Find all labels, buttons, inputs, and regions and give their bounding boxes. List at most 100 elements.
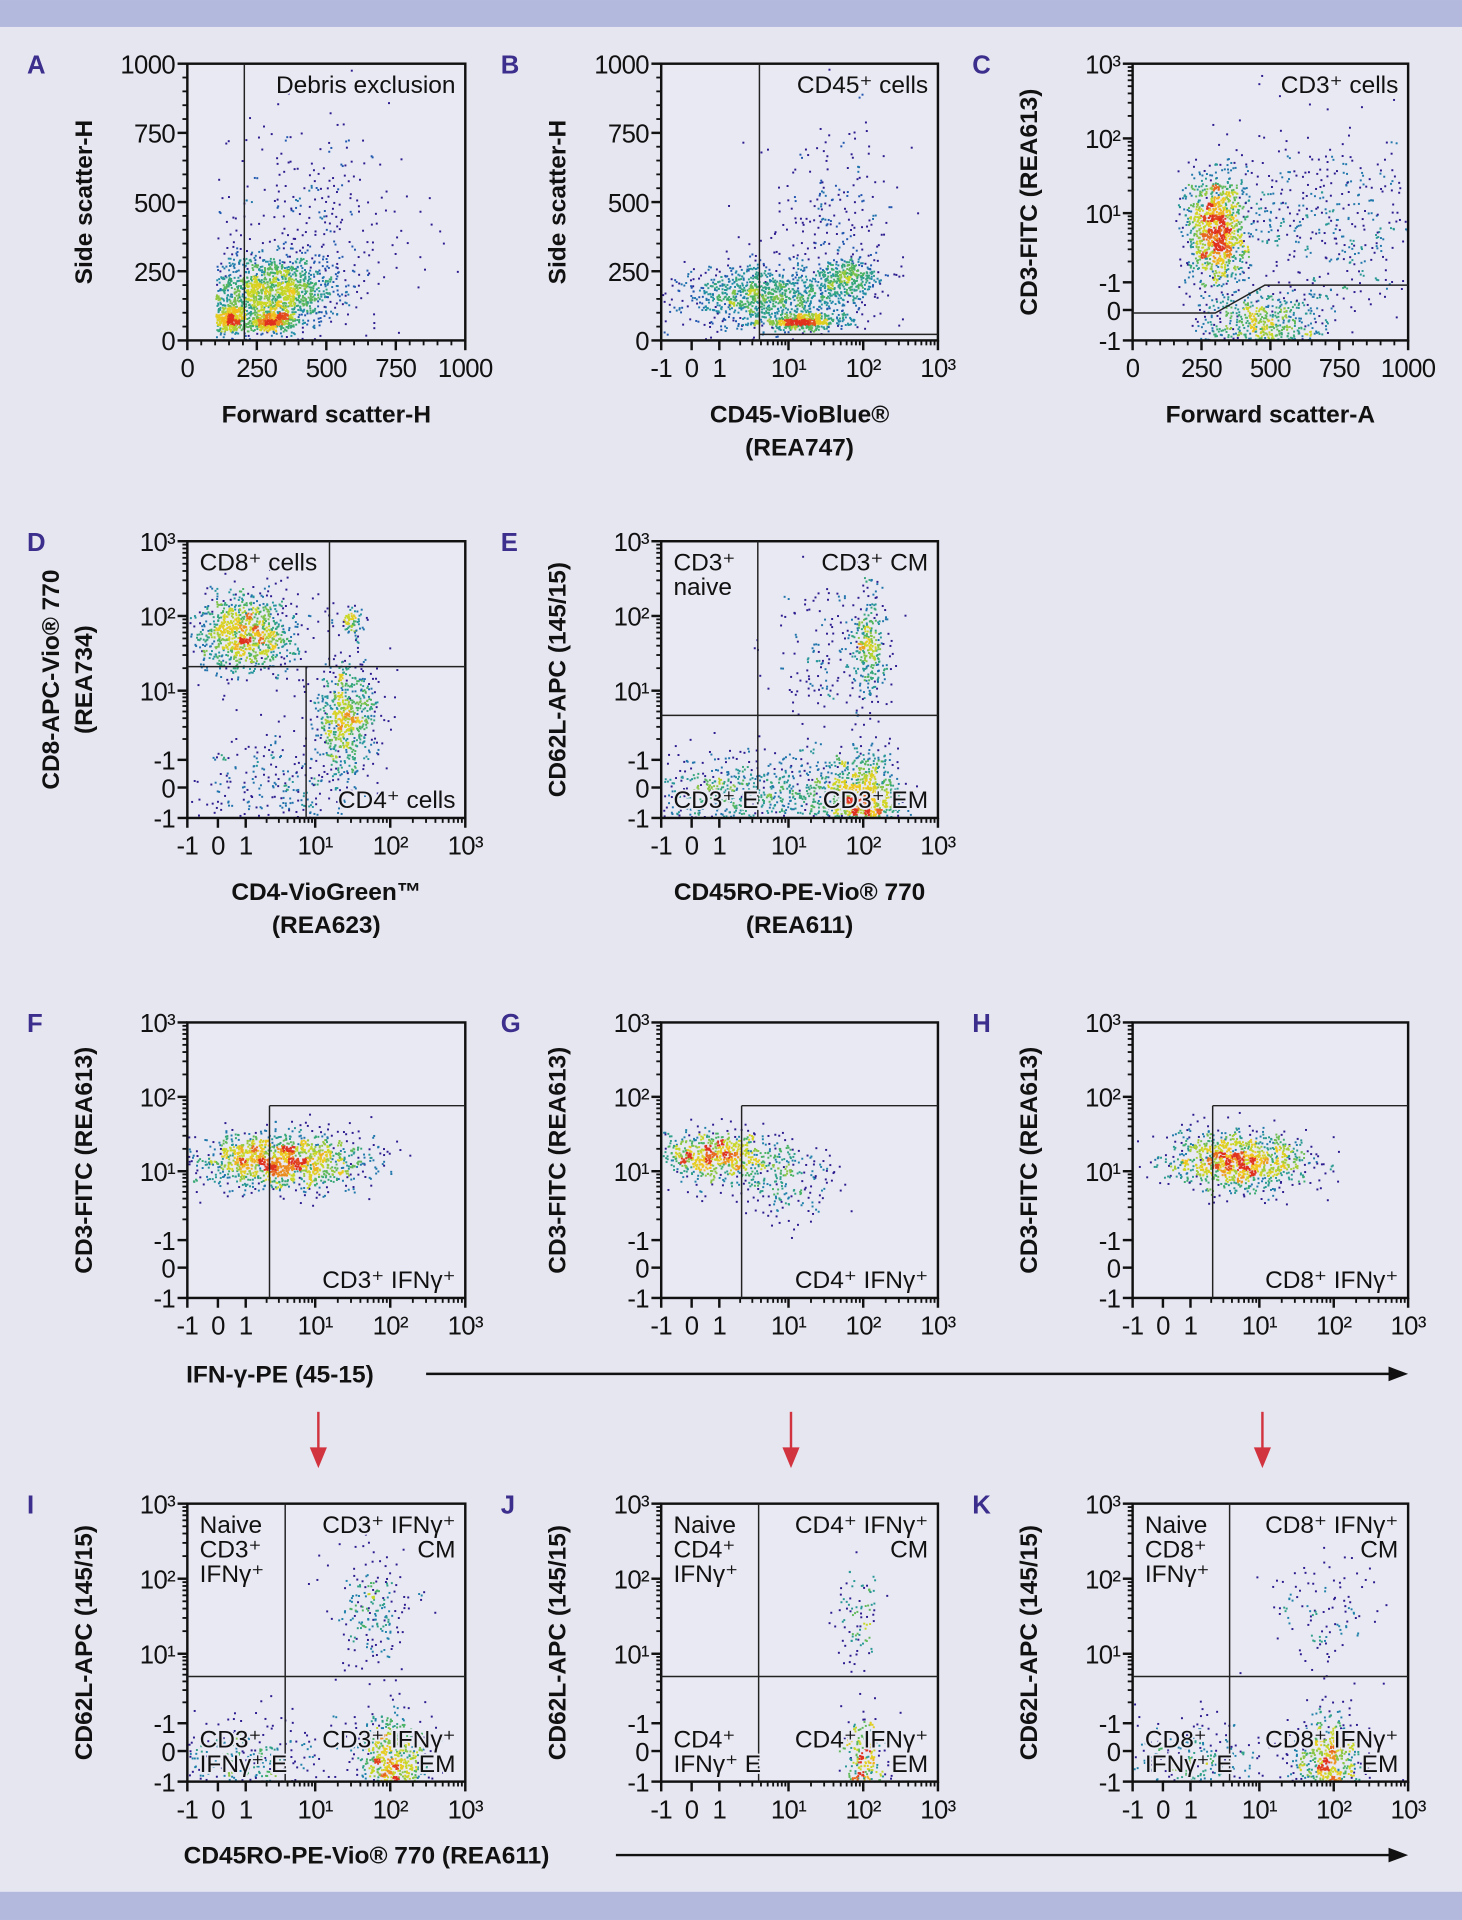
- data-point: [869, 271, 872, 274]
- data-point: [734, 299, 737, 302]
- data-point: [1192, 262, 1195, 265]
- data-point: [258, 286, 261, 289]
- data-point: [792, 323, 795, 326]
- data-point: [341, 218, 344, 221]
- data-point: [1177, 170, 1180, 173]
- data-point: [845, 281, 848, 284]
- data-point: [723, 296, 726, 299]
- data-point: [797, 279, 800, 282]
- data-point: [216, 283, 219, 286]
- data-point: [280, 289, 283, 292]
- data-point: [251, 304, 254, 307]
- data-point: [790, 282, 793, 285]
- data-point: [760, 272, 763, 275]
- data-point: [269, 289, 272, 292]
- data-point: [700, 286, 703, 289]
- data-point: [785, 228, 788, 231]
- data-point: [252, 275, 255, 278]
- data-point: [338, 295, 341, 298]
- data-point: [216, 318, 219, 321]
- data-point: [733, 280, 736, 283]
- data-point: [1212, 184, 1215, 187]
- data-point: [314, 233, 317, 236]
- data-point: [262, 323, 265, 326]
- data-point: [689, 279, 692, 282]
- data-point: [754, 283, 756, 286]
- data-point: [817, 328, 820, 331]
- data-point: [818, 286, 821, 289]
- data-point: [728, 313, 731, 316]
- data-point: [296, 167, 299, 170]
- data-point: [832, 268, 835, 271]
- data-point: [310, 162, 313, 165]
- data-point: [1228, 262, 1231, 265]
- data-point: [788, 281, 791, 284]
- data-point: [259, 326, 262, 329]
- data-point: [733, 298, 736, 301]
- data-point: [754, 299, 757, 302]
- data-point: [327, 296, 330, 299]
- data-point: [1224, 227, 1227, 230]
- data-point: [250, 294, 253, 297]
- data-point: [224, 328, 227, 331]
- data-point: [847, 281, 850, 284]
- data-point: [715, 310, 718, 313]
- data-point: [347, 293, 350, 296]
- data-point: [1214, 234, 1217, 237]
- data-point: [266, 294, 269, 297]
- data-point: [249, 313, 252, 316]
- data-point: [1242, 205, 1245, 208]
- data-point: [220, 317, 223, 319]
- data-point: [266, 273, 269, 276]
- data-point: [1209, 174, 1212, 177]
- data-point: [1226, 194, 1229, 197]
- data-point: [805, 326, 808, 329]
- data-point: [226, 298, 229, 301]
- data-point: [328, 316, 331, 319]
- data-point: [710, 295, 713, 298]
- data-point: [698, 289, 701, 292]
- data-point: [270, 289, 273, 292]
- data-point: [843, 291, 846, 294]
- data-point: [872, 284, 875, 287]
- data-point: [244, 291, 247, 294]
- data-point: [235, 294, 238, 297]
- data-point: [1185, 195, 1188, 198]
- data-point: [1221, 234, 1224, 237]
- data-point: [860, 194, 863, 197]
- data-point: [288, 318, 291, 321]
- data-point: [705, 297, 708, 300]
- data-point: [216, 279, 219, 282]
- data-point: [777, 286, 780, 289]
- data-point: [234, 308, 237, 311]
- data-point: [257, 313, 260, 316]
- data-point: [1222, 201, 1225, 204]
- data-point: [749, 315, 752, 318]
- data-point: [262, 322, 265, 325]
- data-point: [753, 324, 756, 327]
- data-point: [822, 150, 825, 153]
- data-point: [838, 284, 841, 287]
- data-point: [238, 296, 241, 299]
- data-point: [860, 282, 863, 285]
- data-point: [823, 271, 826, 274]
- data-point: [748, 264, 751, 267]
- data-point: [856, 311, 858, 314]
- data-point: [829, 321, 832, 324]
- data-point: [288, 276, 291, 279]
- data-point: [308, 216, 311, 219]
- data-point: [323, 305, 326, 308]
- data-point: [771, 298, 774, 301]
- data-point: [278, 325, 281, 328]
- data-point: [690, 286, 693, 289]
- data-point: [780, 288, 783, 291]
- data-point: [233, 296, 236, 299]
- data-point: [228, 313, 231, 316]
- data-point: [809, 220, 812, 223]
- data-point: [887, 294, 890, 297]
- data-point: [299, 309, 302, 312]
- data-point: [880, 233, 883, 236]
- data-point: [761, 315, 764, 318]
- data-point: [245, 285, 248, 288]
- data-point: [288, 273, 291, 276]
